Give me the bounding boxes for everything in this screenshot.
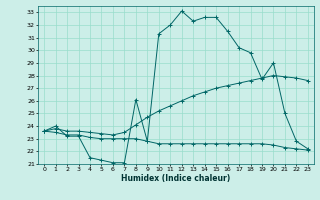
X-axis label: Humidex (Indice chaleur): Humidex (Indice chaleur) <box>121 174 231 183</box>
